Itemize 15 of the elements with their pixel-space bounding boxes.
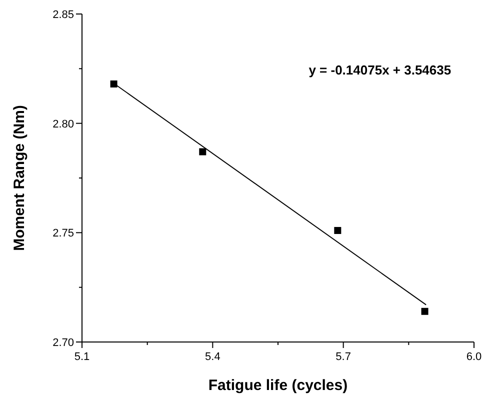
x-tick-label: 6.0 xyxy=(466,351,482,363)
x-tick-label: 5.4 xyxy=(205,351,220,363)
x-tick-label: 5.1 xyxy=(74,351,90,363)
x-axis-title: Fatigue life (cycles) xyxy=(208,377,348,394)
y-tick-label: 2.80 xyxy=(52,118,74,130)
y-tick-label: 2.75 xyxy=(52,228,74,240)
x-tick-label: 5.7 xyxy=(336,351,351,363)
point xyxy=(334,226,342,234)
point xyxy=(421,308,428,315)
annotation: y = -0.14075x + 3.54635 xyxy=(308,62,452,78)
point xyxy=(199,148,206,156)
y-axis-title: Moment Range (Nm) xyxy=(11,105,28,251)
y-tick-label: 2.70 xyxy=(52,337,74,349)
point xyxy=(110,80,118,88)
y-tick-label: 2.85 xyxy=(52,9,74,21)
